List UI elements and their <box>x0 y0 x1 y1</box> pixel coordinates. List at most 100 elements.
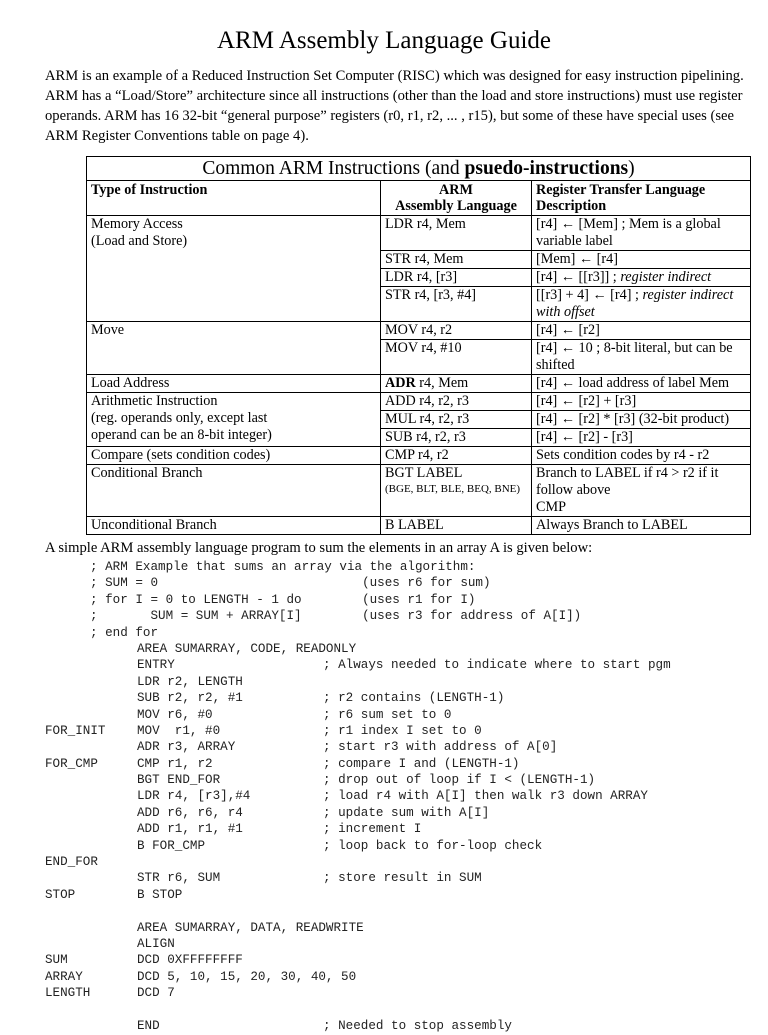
instruction-table-wrapper: Common ARM Instructions (and psuedo-inst… <box>86 156 751 535</box>
rtl-cell: Always Branch to LABEL <box>531 516 751 535</box>
code-instruction: ADR r3, ARRAY <box>137 740 236 755</box>
code-instruction: END <box>137 1018 160 1033</box>
table-row: Compare (sets condition codes) CMP r4, r2… <box>86 446 751 465</box>
assembly-line: STR r4, Mem <box>385 251 527 268</box>
code-instruction: MOV r6, #0 <box>137 707 213 722</box>
header-asm-line1: ARM <box>439 182 473 198</box>
code-instruction: ENTRY <box>137 658 175 673</box>
code-comment: ; drop out of loop if I < (LENGTH-1) <box>323 773 596 788</box>
header-asm-line2: Assembly Language <box>395 198 517 214</box>
instruction-type-cell: Compare (sets condition codes) <box>86 446 381 465</box>
code-comment: ; update sum with A[I] <box>323 805 490 820</box>
caption-bold-text: psuedo-instructions <box>464 158 629 179</box>
code-comment-block: ; SUM = SUM + ARRAY[I] (uses r3 for addr… <box>90 609 582 624</box>
code-line: ARRAY DCD 5, 10, 15, 20, 30, 40, 50 <box>0 970 768 986</box>
header-type: Type of Instruction <box>86 180 381 216</box>
intro-paragraph: ARM is an example of a Reduced Instructi… <box>45 68 744 144</box>
rtl-cell: [r4] ← [r2] <box>531 321 751 340</box>
code-label: FOR_INIT <box>45 723 106 738</box>
instruction-type-line: (reg. operands only, except last <box>91 410 268 426</box>
assembly-text: STR r4, Mem <box>385 251 464 267</box>
rtl-cell: [Mem] ← [r4] <box>531 250 751 269</box>
code-line: ENTRY ; Always needed to indicate where t… <box>0 658 768 674</box>
rtl-line: Always Branch to LABEL <box>536 517 746 534</box>
assembly-text: SUB r4, r2, r3 <box>385 429 466 445</box>
instruction-type-cell: Move <box>86 321 381 375</box>
rtl-line: [r4] ← 10 ; 8-bit literal, but can be sh… <box>536 340 746 374</box>
assembly-cell: MUL r4, r2, r3 <box>380 410 532 429</box>
rtl-italic-note: register indirect <box>620 269 712 285</box>
code-comment: ; Always needed to indicate where to sta… <box>323 658 671 673</box>
assembly-line: CMP r4, r2 <box>385 447 527 464</box>
rtl-line2: CMP <box>536 499 566 515</box>
code-line: ; SUM = 0 (uses r6 for sum) <box>0 576 768 592</box>
rtl-line: [r4] ← [r2] <box>536 322 746 339</box>
caption-text: Common ARM Instructions (and <box>202 158 465 179</box>
assembly-line: BGT LABEL <box>385 465 527 482</box>
assembly-text: MUL r4, r2, r3 <box>385 411 470 427</box>
assembly-text: MOV r4, r2 <box>385 322 453 338</box>
instruction-type-line: Memory Access <box>91 216 183 232</box>
assembly-text: MOV r4, #10 <box>385 340 462 356</box>
rtl-line: Sets condition codes by r4 - r2 <box>536 447 746 464</box>
assembly-cell: B LABEL <box>380 516 532 535</box>
code-line: ; end for <box>0 626 768 642</box>
code-comment-block: ; SUM = 0 (uses r6 for sum) <box>90 576 491 591</box>
code-instruction: MOV r1, #0 <box>137 723 221 738</box>
code-line <box>0 1003 768 1019</box>
assembly-text: STR r4, [r3, #4] <box>385 287 477 303</box>
rtl-cell: Branch to LABEL if r4 > r2 if it follow … <box>531 464 751 517</box>
assembly-cell: SUB r4, r2, r3 <box>380 428 532 447</box>
code-line: BGT END_FOR ; drop out of loop if I < (LE… <box>0 773 768 789</box>
rtl-text: [r4] ← [r2] - [r3] <box>536 429 633 445</box>
table-caption-row: Common ARM Instructions (and psuedo-inst… <box>86 156 751 181</box>
code-comment: ; load r4 with A[I] then walk r3 down AR… <box>323 789 648 804</box>
rtl-line: [r4] ← [Mem] ; Mem is a global variable … <box>536 216 746 250</box>
assembly-cell: BGT LABEL (BGE, BLT, BLE, BEQ, BNE) <box>380 464 532 517</box>
assembly-text: CMP r4, r2 <box>385 447 449 463</box>
assembly-cell: ADD r4, r2, r3 <box>380 392 532 411</box>
code-instruction: STR r6, SUM <box>137 871 221 886</box>
assembly-text: ADD r4, r2, r3 <box>385 393 469 409</box>
rtl-line: [r4] ← [r2] + [r3] <box>536 393 746 410</box>
code-line: B FOR_CMP ; loop back to for-loop check <box>0 839 768 855</box>
code-line: ALIGN <box>0 937 768 953</box>
instruction-table: Common ARM Instructions (and psuedo-inst… <box>86 156 751 535</box>
assembly-text: r4, Mem <box>415 375 469 391</box>
table-row: STR r4, [r3, #4] [[r3] + 4] ← [r4] ; regi… <box>87 286 751 322</box>
code-line: ; for I = 0 to LENGTH - 1 do (uses r1 fo… <box>0 593 768 609</box>
instruction-type-cell: Load Address <box>86 374 381 393</box>
table-header-row: Type of Instruction ARM Assembly Language… <box>86 180 751 216</box>
assembly-variants: (BGE, BLT, BLE, BEQ, BNE) <box>385 483 521 495</box>
instruction-type-line: Unconditional Branch <box>91 517 217 533</box>
rtl-cell: Sets condition codes by r4 - r2 <box>531 446 751 465</box>
code-line <box>0 904 768 920</box>
code-line: LDR r4, [r3],#4 ; load r4 with A[I] then … <box>0 789 768 805</box>
code-comment-block: ; for I = 0 to LENGTH - 1 do (uses r1 fo… <box>90 592 476 607</box>
code-instruction: ALIGN <box>137 936 175 951</box>
assembly-mnemonic-bold: ADR <box>385 375 416 391</box>
assembly-cell: LDR r4, Mem <box>380 215 532 251</box>
code-label: END_FOR <box>45 855 98 870</box>
assembly-cell: LDR r4, [r3] <box>380 268 532 287</box>
code-line: FOR_CMP CMP r1, r2 ; compare I and (LENGTH… <box>0 757 768 773</box>
table-row: MOV r4, #10 [r4] ← 10 ; 8-bit literal, bu… <box>87 339 751 375</box>
table-row: Load Address ADR r4, Mem [r4] ← load addre… <box>86 374 751 393</box>
rtl-cell: [r4] ← [r2] * [r3] (32-bit product) <box>531 410 751 429</box>
code-label: FOR_CMP <box>45 756 98 771</box>
assembly-cell: STR r4, [r3, #4] <box>380 286 532 322</box>
code-instruction: DCD 0XFFFFFFFF <box>137 953 243 968</box>
code-instruction: AREA SUMARRAY, DATA, READWRITE <box>137 920 364 935</box>
code-instruction: CMP r1, r2 <box>137 756 213 771</box>
rtl-cell: [r4] ← [[r3]] ; register indirect <box>531 268 751 287</box>
instruction-type-line: (Load and Store) <box>91 233 188 249</box>
assembly-cell: CMP r4, r2 <box>380 446 532 465</box>
assembly-line: STR r4, [r3, #4] <box>385 287 527 304</box>
rtl-cell: [r4] ← [r2] + [r3] <box>531 392 751 411</box>
rtl-text: [r4] ← load address of label Mem <box>536 375 730 391</box>
rtl-cell: [r4] ← [Mem] ; Mem is a global variable … <box>531 215 751 251</box>
rtl-text: [Mem] ← [r4] <box>536 251 618 267</box>
rtl-cell: [r4] ← 10 ; 8-bit literal, but can be sh… <box>531 339 751 375</box>
rtl-line: [r4] ← [[r3]] ; register indirect <box>536 269 746 286</box>
table-row: Unconditional Branch B LABEL Always Branch… <box>86 516 751 535</box>
